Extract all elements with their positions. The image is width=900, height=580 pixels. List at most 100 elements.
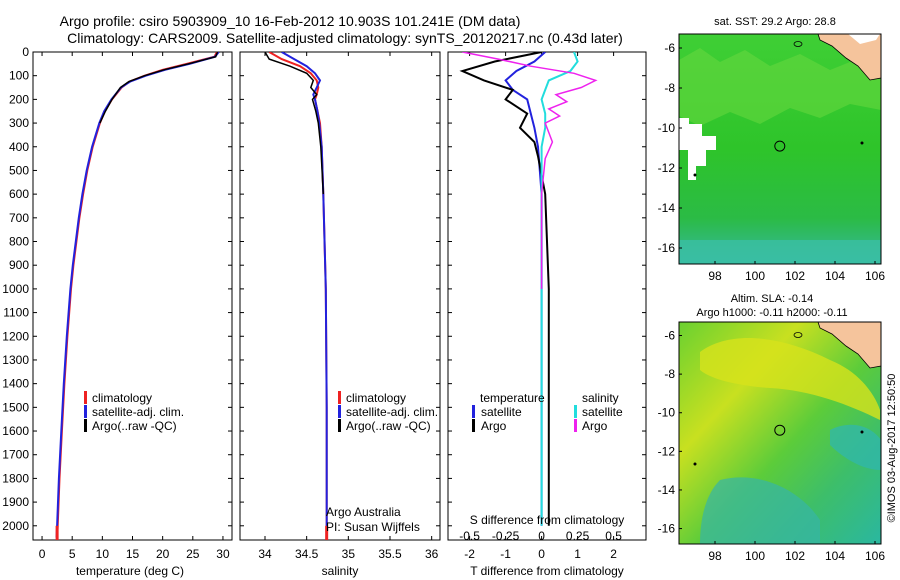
depth-tick-label: 600 [9,187,29,201]
sla-map-axes: 98 100 102 104 106 -6 -8 -10 -12 -14 -16 [658,329,886,563]
x-tick-label: 30 [216,547,230,561]
salinity-axes: 34 34.5 35 35.5 36 [240,51,440,561]
legend-s-satellite: satellite [582,405,623,419]
map-x-tick-label: 100 [745,269,765,283]
series-line-salinity-satellite [540,52,579,526]
depth-tick-label: 1400 [2,377,29,391]
map-x-tick-label: 102 [785,269,805,283]
credit-line1: Argo Australia [326,505,401,519]
difference-legend: temperature satellite Argo salinity sate… [472,391,623,433]
sst-argo-location-marker [774,140,786,152]
sst-island-christmas [860,141,864,145]
depth-tick-label: 1100 [3,306,29,320]
sla-argo-location-marker [774,424,786,436]
x-tick-label: 5 [69,547,76,561]
legend-satellite: satellite-adj. clim. [346,405,438,419]
map-y-tick-label: -12 [658,161,676,175]
difference-series [459,52,598,526]
temperature-legend: climatology satellite-adj. clim. Argo(..… [84,391,184,433]
sla-island-cocos [693,462,697,466]
series-line-satellite-adj-clim- [281,52,328,538]
legend-swatch-s-argo [574,419,577,432]
depth-tick-label: 500 [9,163,29,177]
series-line-climatology [56,52,218,538]
sst-map [678,33,882,265]
sst-island [793,41,803,47]
depth-tick-label: 1000 [2,282,29,296]
legend-swatch-s-satellite [574,405,577,418]
series-line-temperature-satellite [504,52,546,526]
series-line-temperature-argo [459,52,550,526]
legend-swatch-t-argo [472,419,475,432]
map-x-tick-label: 100 [745,549,765,563]
depth-tick-label: 900 [9,258,29,272]
series-line-satellite-adj-clim- [55,52,220,538]
sla-island [793,332,803,338]
x-tick-label: 35 [342,547,356,561]
legend-temperature-title: temperature [480,391,545,405]
x-tick-label: 10 [96,547,110,561]
temperature-axes: 0100200300400500600700800900100011001200… [2,45,232,561]
sla-low-anomaly-east [830,424,881,470]
map-y-tick-label: -16 [658,241,676,255]
depth-tick-label: 1200 [2,329,29,343]
sla-map [678,321,882,545]
map-y-tick-label: -12 [658,444,676,458]
climatology-bottom-marker [325,525,329,540]
sst-map-axes: 98 100 102 104 106 -6 -8 -10 -12 -14 -16 [658,41,886,283]
sst-map-title: sat. SST: 29.2 Argo: 28.8 [714,16,836,28]
x-tick-label: -2 [464,547,475,561]
map-x-tick-label: 102 [785,549,805,563]
sst-warm-patch [679,48,881,126]
x-tick-label: 34.5 [295,547,319,561]
map-y-tick-label: -8 [664,367,675,381]
map-y-tick-label: -10 [658,121,676,135]
legend-t-satellite: satellite [481,405,522,419]
depth-tick-label: 300 [9,116,29,130]
x-tick-label: 1 [574,547,581,561]
sst-cloud-mask-small [679,118,689,126]
map-y-tick-label: -8 [664,81,675,95]
legend-climatology: climatology [92,391,152,405]
x-tick-label: 36 [425,547,439,561]
legend-t-argo: Argo [481,419,507,433]
imos-timestamp: ©IMOS 03-Aug-2017 12:50:50 [886,374,898,523]
climatology-bottom-marker [55,525,59,540]
depth-tick-label: 0 [22,45,29,59]
depth-tick-label: 2000 [2,519,29,533]
map-y-tick-label: -6 [664,41,675,55]
map-x-tick-label: 106 [865,269,885,283]
depth-tick-label: 1800 [2,471,29,485]
salinity-series [264,52,329,540]
depth-tick-label: 100 [9,69,29,83]
sst-land-gap [848,34,880,44]
map-x-tick-label: 98 [708,549,722,563]
map-y-tick-label: -10 [658,406,676,420]
s-difference-tick-label: -0.5 [459,529,480,543]
s-difference-tick-label: -0.25 [492,529,520,543]
figure-title-line2: Climatology: CARS2009. Satellite-adjuste… [67,30,623,46]
map-y-tick-label: -14 [658,201,676,215]
legend-swatch-satellite [84,405,87,418]
s-difference-tick-label: 0 [538,529,545,543]
sla-map-title: Altim. SLA: -0.14 [731,293,814,305]
sla-map-frame [678,321,882,545]
depth-tick-label: 1600 [2,424,29,438]
x-tick-label: 2 [610,547,617,561]
depth-tick-label: 1700 [2,448,29,462]
sla-low-anomaly-south [700,477,820,544]
x-tick-label: 20 [156,547,170,561]
map-x-tick-label: 104 [825,269,845,283]
legend-argo: Argo(..raw -QC) [346,419,431,433]
legend-swatch-argo [84,419,87,432]
s-difference-tick-label: 0.5 [605,529,622,543]
series-line-argo-raw-qc- [99,52,219,124]
legend-swatch-t-satellite [472,405,475,418]
temperature-series [55,52,220,540]
credit-line2: PI: Susan Wijffels [326,520,420,534]
legend-satellite: satellite-adj. clim. [92,405,184,419]
map-x-tick-label: 98 [708,269,722,283]
salinity-panel-frame [239,51,441,541]
s-difference-tick-label: 0.25 [566,529,590,543]
x-tick-label: 0 [538,547,545,561]
